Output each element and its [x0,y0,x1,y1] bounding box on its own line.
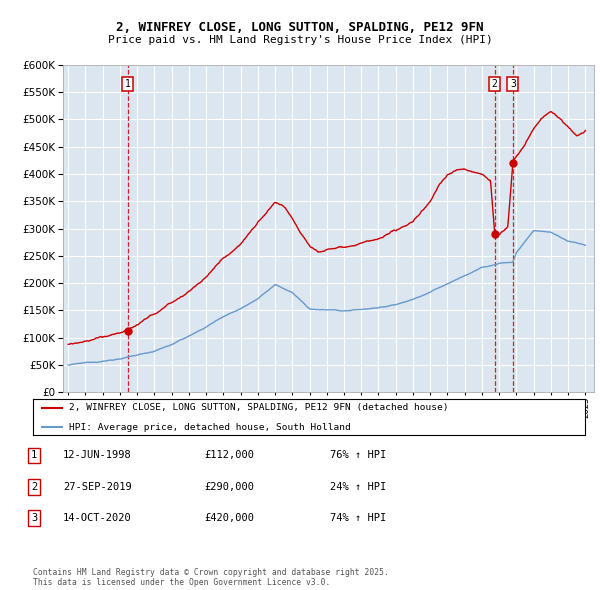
Text: 76% ↑ HPI: 76% ↑ HPI [330,451,386,460]
Text: 3: 3 [510,79,516,89]
Text: 1: 1 [125,79,131,89]
Text: HPI: Average price, detached house, South Holland: HPI: Average price, detached house, Sout… [69,423,350,432]
Text: 24% ↑ HPI: 24% ↑ HPI [330,482,386,491]
Text: 2, WINFREY CLOSE, LONG SUTTON, SPALDING, PE12 9FN: 2, WINFREY CLOSE, LONG SUTTON, SPALDING,… [116,21,484,34]
Text: 27-SEP-2019: 27-SEP-2019 [63,482,132,491]
Text: Price paid vs. HM Land Registry's House Price Index (HPI): Price paid vs. HM Land Registry's House … [107,35,493,45]
Text: 2, WINFREY CLOSE, LONG SUTTON, SPALDING, PE12 9FN (detached house): 2, WINFREY CLOSE, LONG SUTTON, SPALDING,… [69,404,448,412]
Text: 2: 2 [31,482,37,491]
Text: £290,000: £290,000 [204,482,254,491]
Text: 3: 3 [31,513,37,523]
Text: 74% ↑ HPI: 74% ↑ HPI [330,513,386,523]
Text: £112,000: £112,000 [204,451,254,460]
Text: £420,000: £420,000 [204,513,254,523]
Text: Contains HM Land Registry data © Crown copyright and database right 2025.
This d: Contains HM Land Registry data © Crown c… [33,568,389,587]
Text: 12-JUN-1998: 12-JUN-1998 [63,451,132,460]
Text: 2: 2 [492,79,497,89]
Text: 14-OCT-2020: 14-OCT-2020 [63,513,132,523]
Text: 1: 1 [31,451,37,460]
